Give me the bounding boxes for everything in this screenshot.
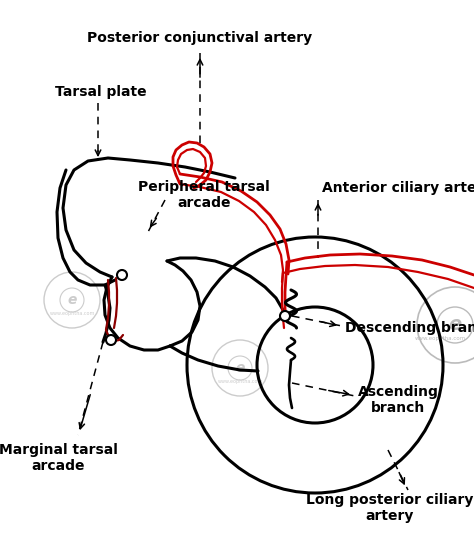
Circle shape (280, 311, 290, 321)
Text: e: e (235, 361, 245, 375)
Text: Long posterior ciliary
artery: Long posterior ciliary artery (306, 493, 474, 523)
Text: www.eophtha.com: www.eophtha.com (414, 336, 465, 341)
Text: Peripheral tarsal
arcade: Peripheral tarsal arcade (138, 180, 270, 210)
Text: e: e (448, 315, 462, 334)
Circle shape (106, 335, 116, 345)
Text: Tarsal plate: Tarsal plate (55, 85, 146, 99)
Text: www.eophtha.com: www.eophtha.com (217, 379, 263, 384)
Text: Posterior conjunctival artery: Posterior conjunctival artery (87, 31, 312, 45)
Text: www.eophtha.com: www.eophtha.com (49, 311, 95, 316)
Text: Ascending
branch: Ascending branch (358, 385, 439, 415)
Text: Marginal tarsal
arcade: Marginal tarsal arcade (0, 443, 118, 473)
Text: e: e (67, 293, 77, 307)
Text: Descending branch: Descending branch (345, 321, 474, 335)
Text: Anterior ciliary artery: Anterior ciliary artery (322, 181, 474, 195)
Circle shape (117, 270, 127, 280)
